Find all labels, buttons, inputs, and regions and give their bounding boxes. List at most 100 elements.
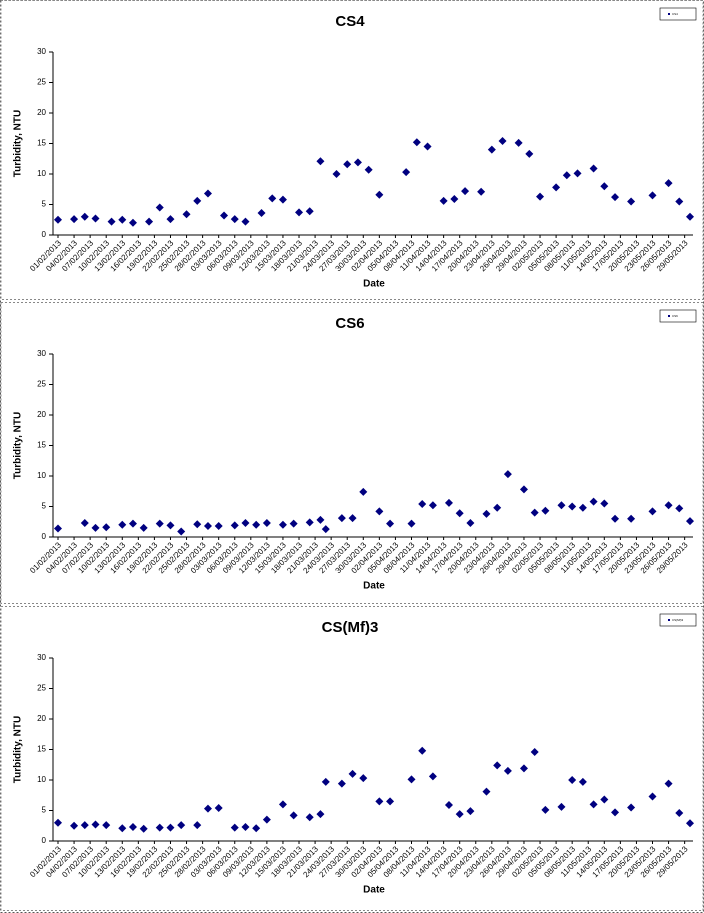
data-point (230, 521, 239, 530)
data-point (241, 822, 250, 831)
data-point (482, 509, 491, 518)
data-point (675, 808, 684, 817)
data-point (145, 217, 154, 226)
data-point (589, 800, 598, 809)
data-point (54, 215, 62, 224)
data-point (418, 746, 427, 755)
data-point (627, 197, 636, 206)
data-point (230, 215, 239, 224)
data-point (139, 523, 148, 532)
x-axis-label: Date (363, 581, 385, 592)
data-point (118, 824, 127, 833)
data-point (278, 520, 287, 529)
data-point (359, 774, 368, 783)
data-point (675, 197, 684, 206)
data-point (337, 779, 346, 788)
data-point (530, 508, 539, 517)
data-point (155, 519, 164, 528)
data-point (455, 810, 464, 819)
data-point (295, 208, 304, 217)
chart-title: CS6 (335, 315, 364, 332)
data-point (316, 157, 325, 166)
data-point (487, 145, 496, 154)
y-tick-label: 10 (37, 169, 46, 178)
data-point (498, 137, 507, 146)
data-point (600, 499, 609, 508)
legend-marker (668, 315, 670, 317)
data-point (321, 777, 330, 786)
data-point (118, 215, 127, 224)
legend-label: CS4 (672, 12, 678, 16)
data-point (402, 168, 411, 177)
data-point (686, 819, 694, 828)
data-point (268, 194, 277, 203)
data-point (552, 183, 561, 192)
data-point (514, 138, 523, 147)
y-tick-label: 5 (42, 200, 47, 209)
data-point (278, 800, 287, 809)
data-point (407, 775, 416, 784)
legend-marker (668, 13, 670, 15)
data-point (664, 501, 673, 510)
data-point (359, 487, 368, 496)
data-point (128, 218, 137, 227)
y-tick-label: 30 (37, 47, 46, 56)
data-point (182, 210, 191, 219)
data-point (193, 520, 202, 529)
data-point (91, 523, 100, 532)
chart-title: CS4 (335, 13, 365, 30)
data-point (503, 470, 512, 479)
y-tick-label: 10 (37, 775, 46, 784)
x-axis-label: Date (363, 885, 385, 896)
data-point (541, 805, 550, 814)
data-point (536, 192, 545, 201)
data-point (166, 521, 175, 530)
data-point (686, 212, 694, 221)
data-point (519, 485, 528, 494)
data-point (444, 498, 453, 507)
data-point (193, 196, 202, 205)
data-point (166, 215, 175, 224)
y-tick-label: 20 (37, 714, 46, 723)
data-point (91, 820, 100, 829)
y-tick-label: 30 (37, 653, 46, 662)
data-point (128, 519, 137, 528)
data-point (252, 520, 261, 529)
y-tick-label: 15 (37, 441, 46, 450)
y-tick-label: 25 (37, 380, 46, 389)
data-point (139, 824, 148, 833)
data-point (91, 214, 100, 223)
data-point (466, 807, 475, 816)
data-point (503, 766, 512, 775)
data-point (262, 518, 271, 527)
data-point (305, 207, 314, 216)
y-tick-label: 10 (37, 471, 46, 480)
data-point (203, 522, 212, 531)
y-tick-label: 25 (37, 684, 46, 693)
data-point (332, 170, 341, 178)
data-point (600, 182, 609, 191)
data-point (343, 160, 352, 169)
data-point (412, 138, 421, 147)
data-point (439, 196, 448, 205)
y-tick-label: 15 (37, 745, 46, 754)
data-point (214, 804, 223, 813)
chart-title: CS(Mf)3 (322, 619, 379, 636)
data-point (177, 527, 186, 536)
data-point (316, 515, 325, 524)
data-point (477, 187, 486, 196)
data-point (611, 193, 620, 202)
data-point (353, 158, 362, 167)
data-point (418, 500, 427, 509)
data-point (241, 518, 250, 527)
data-point (573, 169, 582, 178)
data-point (348, 769, 357, 778)
data-point (493, 503, 502, 512)
panel-border (0, 302, 704, 604)
legend-box (659, 613, 697, 627)
data-point (262, 815, 271, 824)
panel-border (0, 0, 704, 300)
y-tick-label: 0 (42, 836, 47, 845)
data-point (450, 195, 459, 204)
